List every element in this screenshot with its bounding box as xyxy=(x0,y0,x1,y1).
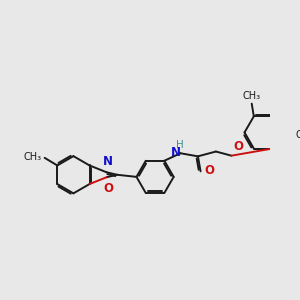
Text: H: H xyxy=(176,140,184,150)
Text: N: N xyxy=(171,146,181,159)
Text: CH₃: CH₃ xyxy=(24,152,42,162)
Text: O: O xyxy=(205,164,215,177)
Text: N: N xyxy=(103,155,113,168)
Text: CH₃: CH₃ xyxy=(243,91,261,101)
Text: CH₃: CH₃ xyxy=(295,130,300,140)
Text: O: O xyxy=(103,182,113,194)
Text: O: O xyxy=(233,140,243,153)
